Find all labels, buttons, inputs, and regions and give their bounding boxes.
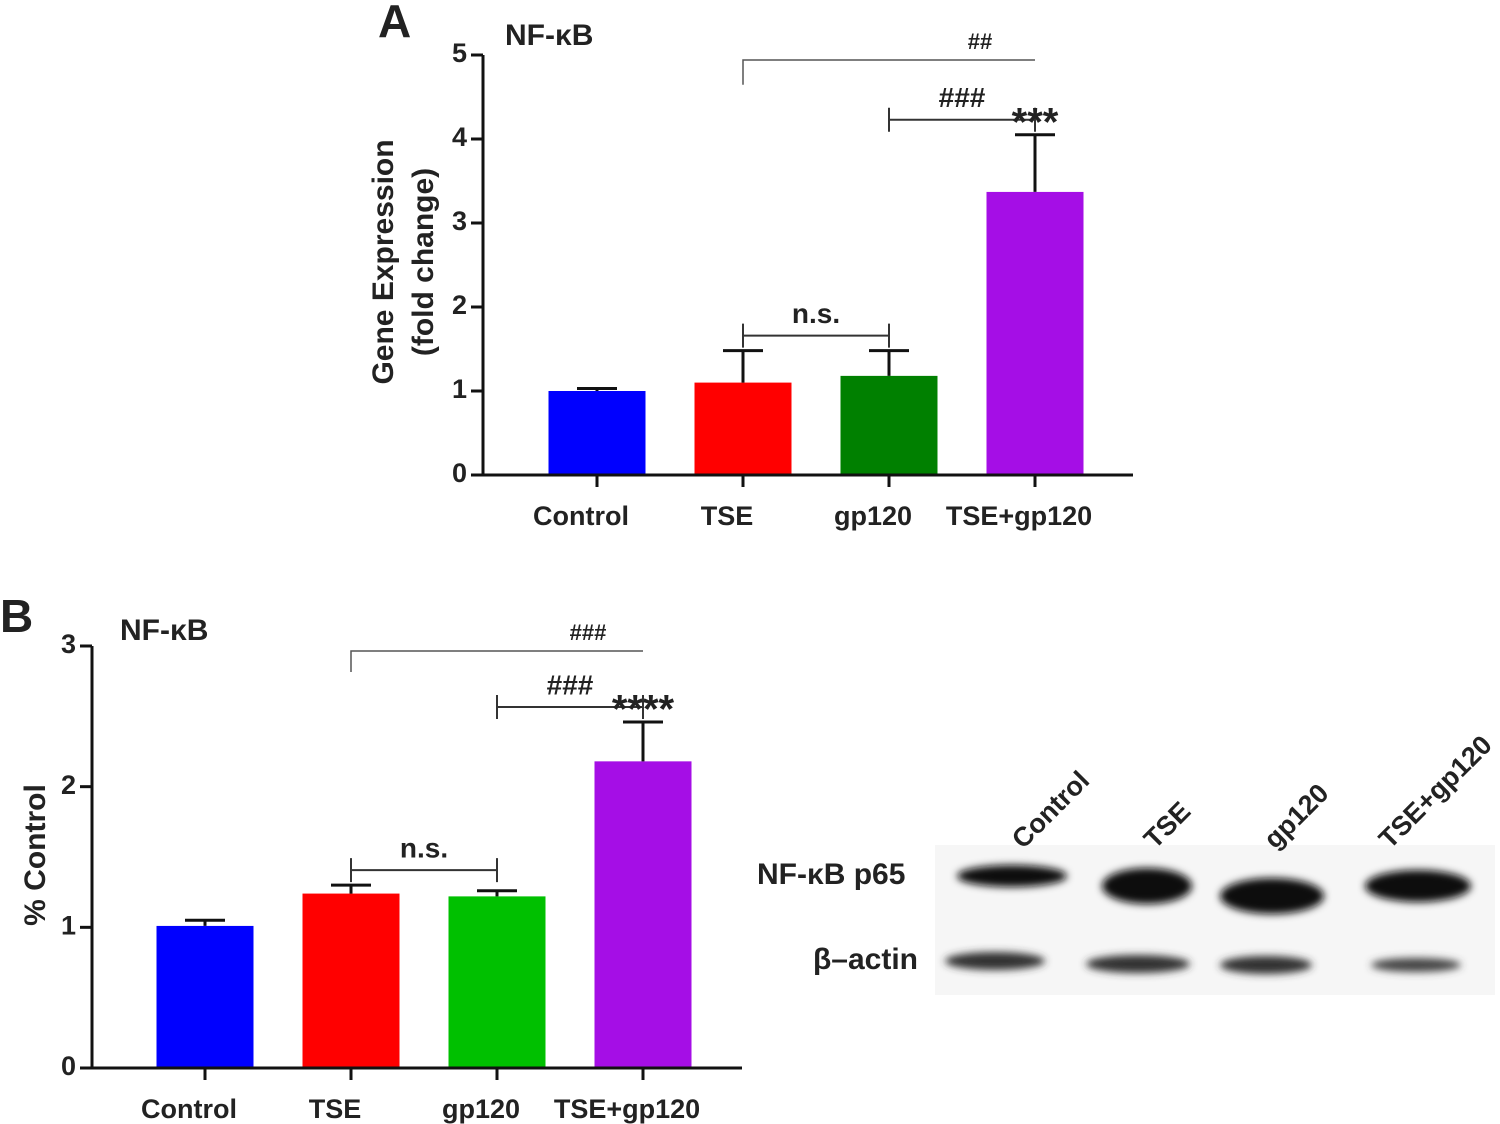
panel-label: B [0, 590, 33, 642]
y-tick-label: 3 [452, 206, 467, 236]
ns-bracket [350, 858, 498, 883]
panel-label: A [378, 0, 411, 47]
y-tick-label: 3 [61, 629, 76, 659]
x-tick-label: TSE+gp120 [554, 1094, 700, 1124]
bar [840, 375, 938, 475]
significance-label: ## [968, 29, 992, 54]
y-tick-label: 0 [61, 1051, 76, 1081]
y-tick-label: 2 [452, 290, 467, 320]
error-bar [185, 918, 225, 926]
axes [90, 646, 742, 1070]
x-tick-label: gp120 [442, 1094, 520, 1124]
blot-band [945, 952, 1045, 970]
x-tick-label: gp120 [834, 501, 912, 531]
blot-lane-label: TSE+gp120 [1373, 730, 1498, 855]
error-bar [623, 720, 663, 762]
y-tick-label: 1 [452, 374, 467, 404]
bar [986, 191, 1084, 476]
x-tick-label: TSE [309, 1094, 362, 1124]
error-bar [723, 349, 763, 383]
ns-label: ### [547, 669, 594, 700]
ns-label: ### [939, 82, 986, 113]
blot-band [1371, 958, 1461, 972]
blot-band [1086, 955, 1190, 973]
ns-bracket [742, 323, 890, 348]
bar [694, 382, 792, 475]
y-tick-label: 0 [452, 458, 467, 488]
bar [156, 925, 254, 1068]
ns-label: n.s. [400, 833, 448, 864]
ns-bracket [888, 107, 1036, 132]
error-bar [331, 883, 371, 894]
chart-title: NF-κB [505, 19, 593, 52]
ns-label: n.s. [792, 298, 840, 329]
blot-lane-label: gp120 [1258, 778, 1334, 854]
significance-label: ### [570, 620, 607, 645]
y-axis-label: % Control [19, 784, 52, 926]
x-tick-label: Control [533, 501, 629, 531]
bar [448, 896, 546, 1068]
western-blot: NF-κB p65 β–actin Control TSE gp120 TSE+… [757, 730, 1498, 995]
y-tick-label: 2 [61, 770, 76, 800]
blot-lane-label: Control [1006, 765, 1095, 854]
y-axis-label: Gene Expression [367, 139, 400, 384]
blot-band [1220, 956, 1312, 974]
ns-bracket [496, 694, 644, 719]
x-tick-label: Control [141, 1094, 237, 1124]
axes [481, 55, 1133, 477]
x-tick-label: TSE+gp120 [946, 501, 1092, 531]
error-bar [1015, 133, 1055, 192]
bar [594, 761, 692, 1068]
significance-bracket [742, 59, 1035, 85]
significance-stars: **** [612, 688, 675, 732]
y-tick-label: 4 [452, 122, 467, 152]
y-tick-label: 1 [61, 910, 76, 940]
blot-row-label: NF-κB p65 [757, 858, 905, 891]
significance-stars: *** [1012, 100, 1059, 144]
x-tick-label: TSE [701, 501, 754, 531]
y-tick-label: 5 [452, 38, 467, 68]
chart-title: NF-κB [120, 614, 208, 647]
significance-bracket [350, 650, 643, 672]
blot-row-label: β–actin [813, 943, 918, 976]
error-bar [477, 889, 517, 897]
bar [302, 893, 400, 1068]
error-bar [577, 386, 617, 391]
blot-band [1220, 878, 1324, 914]
blot-band [1102, 868, 1192, 904]
blot-band [1365, 870, 1471, 902]
bar [548, 391, 646, 475]
y-axis-label: (fold change) [407, 168, 440, 356]
blot-band [957, 865, 1067, 887]
error-bar [869, 349, 909, 376]
